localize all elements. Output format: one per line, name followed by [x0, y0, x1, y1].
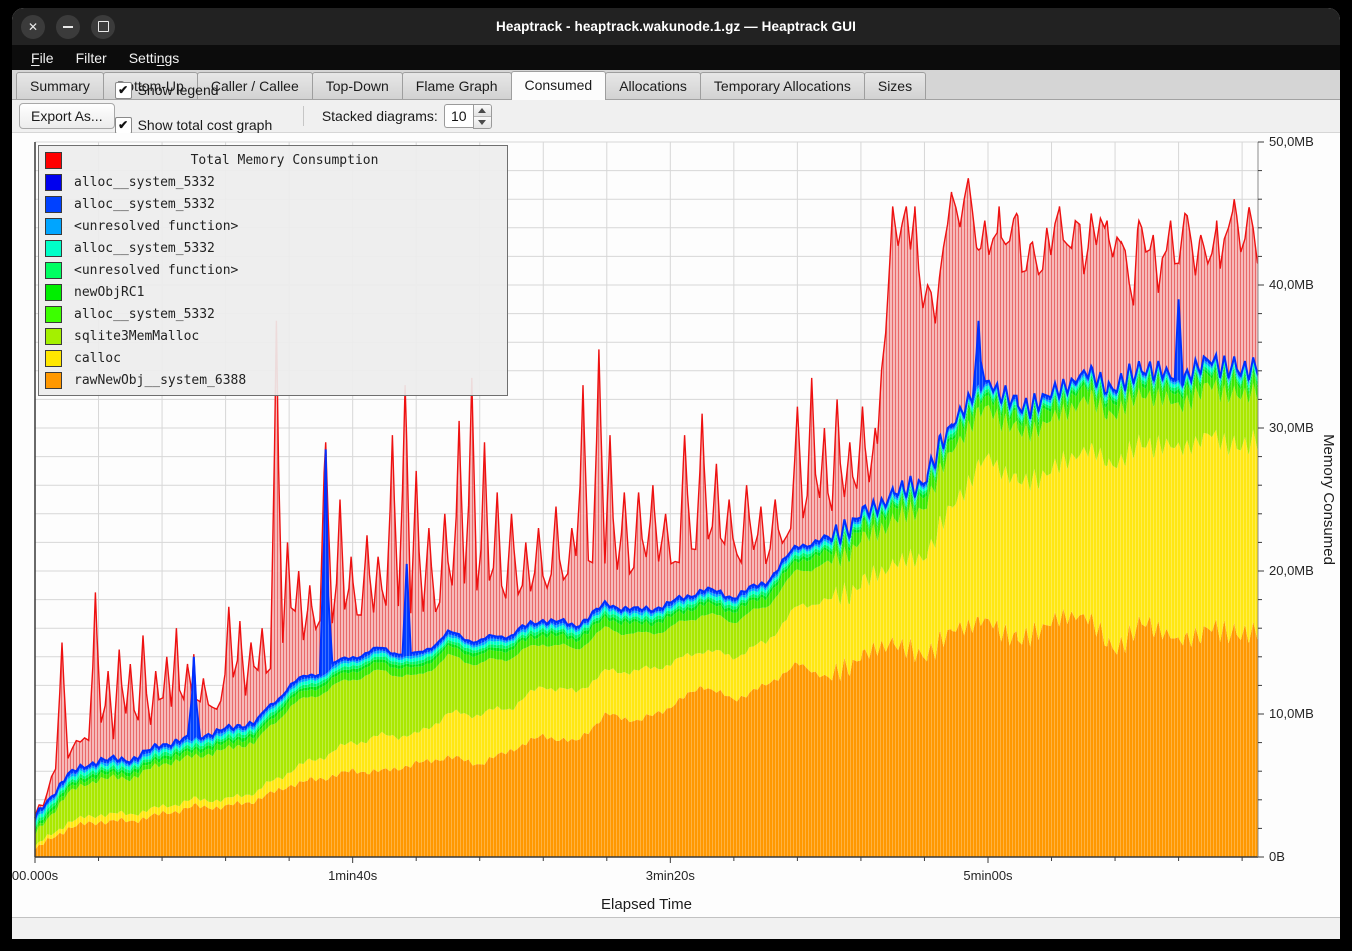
legend-title-row: Total Memory Consumption [39, 149, 507, 171]
spin-up-button[interactable] [474, 105, 491, 116]
status-bar [12, 917, 1340, 939]
menu-item-file[interactable]: File [20, 47, 65, 69]
legend-swatch [45, 328, 62, 345]
minimize-button[interactable] [56, 15, 80, 39]
legend-item-label: alloc__system_5332 [74, 175, 215, 190]
checkbox-label: Show legend [138, 82, 219, 98]
legend-item-label: rawNewObj__system_6388 [74, 373, 246, 388]
tab-flame-graph[interactable]: Flame Graph [402, 72, 512, 99]
legend-swatch [45, 152, 62, 169]
legend-item-label: <unresolved function> [74, 263, 238, 278]
legend-swatch [45, 306, 62, 323]
svg-text:30,0MB: 30,0MB [1269, 420, 1314, 435]
legend-item-label: alloc__system_5332 [74, 241, 215, 256]
legend-item-label: newObjRC1 [74, 285, 144, 300]
checkbox-show-legend[interactable]: ✔ Show legend [115, 82, 295, 99]
checkbox-show-total-cost-graph[interactable]: ✔ Show total cost graph [115, 117, 295, 134]
svg-text:40,0MB: 40,0MB [1269, 277, 1314, 292]
tab-temporary-allocations[interactable]: Temporary Allocations [700, 72, 865, 99]
checkbox-label: Show total cost graph [138, 117, 273, 133]
legend-swatch [45, 350, 62, 367]
legend-item-label: <unresolved function> [74, 219, 238, 234]
svg-text:10,0MB: 10,0MB [1269, 706, 1314, 721]
app-window: ✕ Heaptrack - heaptrack.wakunode.1.gz — … [12, 8, 1340, 939]
close-icon: ✕ [28, 20, 38, 34]
legend-swatch [45, 372, 62, 389]
spin-down-button[interactable] [474, 116, 491, 128]
title-bar: ✕ Heaptrack - heaptrack.wakunode.1.gz — … [12, 8, 1340, 45]
legend-swatch [45, 262, 62, 279]
chart-legend[interactable]: Total Memory Consumption alloc__system_53… [38, 145, 508, 396]
tab-consumed[interactable]: Consumed [511, 71, 607, 100]
checkmark-icon: ✔ [115, 82, 132, 99]
checkmark-icon: ✔ [115, 117, 132, 134]
legend-item: <unresolved function> [39, 259, 507, 281]
legend-item: alloc__system_5332 [39, 193, 507, 215]
x-axis-label: Elapsed Time [601, 896, 692, 913]
legend-item: alloc__system_5332 [39, 237, 507, 259]
legend-item: alloc__system_5332 [39, 303, 507, 325]
toolbar-separator [303, 106, 304, 126]
legend-swatch [45, 284, 62, 301]
y-axis-label: Memory Consumed [1320, 434, 1337, 565]
legend-swatch [45, 174, 62, 191]
legend-item: rawNewObj__system_6388 [39, 369, 507, 391]
legend-item: sqlite3MemMalloc [39, 325, 507, 347]
legend-item-label: alloc__system_5332 [74, 307, 215, 322]
menu-item-filter[interactable]: Filter [65, 47, 118, 69]
export-as-button[interactable]: Export As... [19, 103, 115, 129]
window-controls: ✕ [21, 15, 115, 39]
legend-item: newObjRC1 [39, 281, 507, 303]
svg-text:1min40s: 1min40s [328, 868, 378, 883]
svg-text:3min20s: 3min20s [646, 868, 696, 883]
spinbox-value[interactable]: 10 [444, 104, 473, 128]
legend-swatch [45, 196, 62, 213]
tab-sizes[interactable]: Sizes [864, 72, 926, 99]
arrow-up-icon [478, 108, 486, 113]
svg-text:20,0MB: 20,0MB [1269, 563, 1314, 578]
stacked-diagrams-spinbox[interactable]: 10 [444, 104, 492, 129]
svg-text:0B: 0B [1269, 849, 1285, 864]
svg-text:5min00s: 5min00s [963, 868, 1013, 883]
legend-item: <unresolved function> [39, 215, 507, 237]
legend-item-label: alloc__system_5332 [74, 197, 215, 212]
svg-text:00.000s: 00.000s [12, 868, 59, 883]
maximize-icon [98, 21, 109, 32]
close-button[interactable]: ✕ [21, 15, 45, 39]
legend-swatch [45, 240, 62, 257]
tab-allocations[interactable]: Allocations [605, 72, 701, 99]
arrow-down-icon [478, 120, 486, 125]
legend-item-label: calloc [74, 351, 121, 366]
window-title: Heaptrack - heaptrack.wakunode.1.gz — He… [12, 19, 1340, 34]
legend-item-label: sqlite3MemMalloc [74, 329, 199, 344]
memory-consumption-chart[interactable]: 00.000s 1min40s 3min20s 5min00s 0B 10,0MB 20,0… [12, 133, 1340, 917]
legend-item: calloc [39, 347, 507, 369]
minimize-icon [63, 26, 73, 28]
toolbar: Export As... ✔Show legend✔Show total cos… [12, 100, 1340, 133]
tab-summary[interactable]: Summary [16, 72, 104, 99]
legend-swatch [45, 218, 62, 235]
legend-title: Total Memory Consumption [62, 153, 507, 168]
tab-top-down[interactable]: Top-Down [312, 72, 403, 99]
maximize-button[interactable] [91, 15, 115, 39]
svg-text:50,0MB: 50,0MB [1269, 134, 1314, 149]
legend-item: alloc__system_5332 [39, 171, 507, 193]
stacked-diagrams-label: Stacked diagrams: [322, 108, 438, 124]
